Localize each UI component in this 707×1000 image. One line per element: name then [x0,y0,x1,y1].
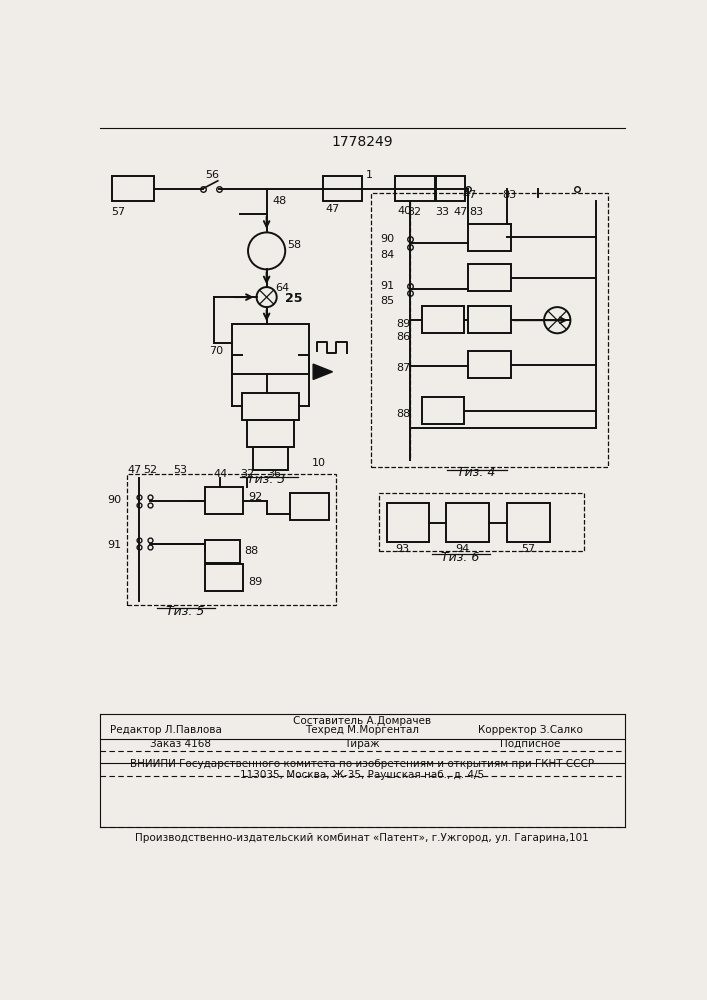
Text: 10: 10 [312,458,327,468]
Bar [242,393,299,420]
Text: 94: 94 [455,544,470,554]
Text: 86: 86 [396,332,410,342]
Text: 56: 56 [205,170,219,180]
Text: 48: 48 [273,196,287,206]
Bar [204,540,240,563]
Text: 32: 32 [240,469,255,479]
Bar [204,487,243,514]
Bar [468,306,510,333]
Bar [379,493,585,551]
Text: Подписное: Подписное [500,739,561,749]
Text: Τиз. 3: Τиз. 3 [247,473,286,486]
Text: Τиз. 4: Τиз. 4 [457,466,495,479]
Polygon shape [313,364,332,379]
Text: 47: 47 [325,204,339,214]
Bar [323,176,362,201]
Text: 83: 83 [469,207,483,217]
Bar [387,503,429,542]
Text: Производственно-издательский комбинат «Патент», г.Ужгород, ул. Гагарина,101: Производственно-издательский комбинат «П… [135,833,589,843]
Text: 57: 57 [112,207,126,217]
Text: 33: 33 [436,207,450,217]
Text: 70: 70 [209,346,223,356]
Text: 32: 32 [407,207,421,217]
Text: 93: 93 [395,544,409,554]
Bar [507,503,549,542]
Text: Составитель А.Домрачев: Составитель А.Домрачев [293,716,431,726]
Text: 87: 87 [396,363,410,373]
Bar [468,264,510,291]
Text: Заказ 4168: Заказ 4168 [151,739,211,749]
Text: 1778249: 1778249 [331,135,393,149]
Text: 113035, Москва, Ж-35, Раушская наб., д. 4/5: 113035, Москва, Ж-35, Раушская наб., д. … [240,770,484,780]
Text: Τиз. 6: Τиз. 6 [441,551,479,564]
Bar [247,420,293,447]
Text: Редактор Л.Павлова: Редактор Л.Павлова [110,725,222,735]
Text: 58: 58 [286,240,300,250]
Text: 84: 84 [380,250,395,260]
Text: 90: 90 [380,234,395,244]
Text: 91: 91 [380,281,395,291]
Text: Техред М.Моргентал: Техред М.Моргентал [305,725,419,735]
Text: 90: 90 [107,495,121,505]
Text: Τиз. 5: Τиз. 5 [166,605,204,618]
Bar [436,176,465,201]
Bar [468,351,510,378]
Text: 64: 64 [275,283,289,293]
Text: 91: 91 [107,540,121,550]
Bar [468,224,510,251]
Text: 53: 53 [173,465,187,475]
Bar [232,324,309,374]
Bar [371,193,607,466]
Text: 92: 92 [248,492,262,502]
Text: 88: 88 [396,409,410,419]
Text: 88: 88 [244,546,258,556]
Text: 44: 44 [213,469,227,479]
Text: 36: 36 [267,469,281,479]
Text: 89: 89 [248,577,262,587]
Bar [252,447,288,470]
Text: 40: 40 [397,206,411,216]
Text: 57: 57 [522,544,536,554]
Text: 1: 1 [366,170,373,180]
Bar [395,176,435,201]
Bar [421,306,464,333]
Text: 25: 25 [285,292,303,305]
Text: 89: 89 [396,319,410,329]
Bar [112,176,154,201]
Text: Тираж: Тираж [344,739,380,749]
Text: Корректор З.Салко: Корректор З.Салко [478,725,583,735]
Text: 47: 47 [453,207,467,217]
Text: 47: 47 [128,465,142,475]
Bar [127,474,337,605]
Text: 47: 47 [462,190,477,200]
Bar [446,503,489,542]
Text: 52: 52 [144,465,158,475]
Bar [204,564,243,591]
Bar [290,493,329,520]
Text: 85: 85 [380,296,395,306]
Text: ВНИИПИ Государственного комитета по изобретениям и открытиям при ГКНТ СССР: ВНИИПИ Государственного комитета по изоб… [130,759,594,769]
Text: 83: 83 [502,190,516,200]
Bar [421,397,464,424]
